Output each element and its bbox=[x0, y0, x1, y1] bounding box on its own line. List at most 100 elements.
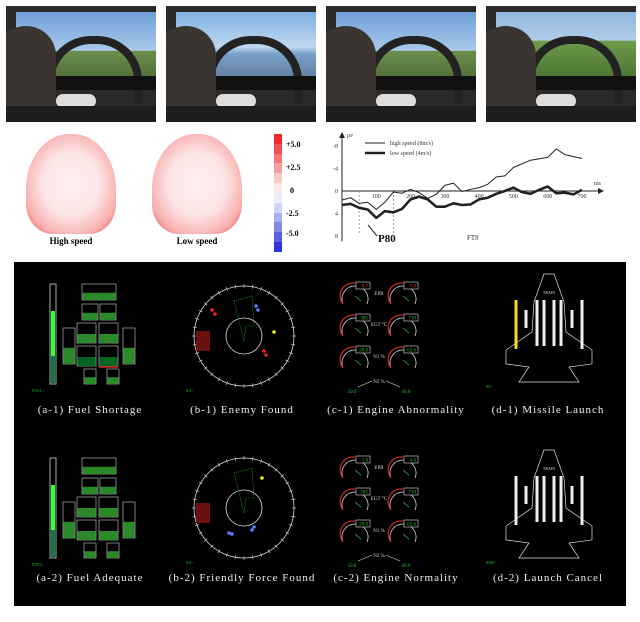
gauge-redline bbox=[339, 314, 356, 337]
missile-store bbox=[514, 476, 518, 525]
y-axis-arrow bbox=[339, 132, 345, 138]
n2-leader bbox=[357, 554, 373, 562]
radar-tick bbox=[198, 531, 203, 535]
fuel-tank-fill bbox=[77, 334, 96, 343]
radar-tick bbox=[217, 549, 221, 554]
n2-label: N2 % bbox=[373, 554, 385, 559]
gauge-redline bbox=[339, 520, 356, 543]
mfd-panel: FUEL> SA> 8.7 7.0 385 710 20.0 62.6 EPR EGT °C N1 … bbox=[14, 262, 626, 606]
fuel-display: FUEL> bbox=[32, 457, 136, 567]
y-axis-label: μv bbox=[347, 133, 353, 139]
x-tick-label: 200 bbox=[406, 194, 415, 200]
gauge-readout-box bbox=[355, 519, 371, 528]
page-label: SA> bbox=[186, 560, 194, 565]
legend-label: high speed (8m/s) bbox=[390, 140, 433, 147]
gauge-readout: 20.0 bbox=[359, 523, 368, 528]
fuel-tank-fill bbox=[77, 508, 96, 517]
radar-tick bbox=[225, 381, 228, 385]
x-tick-label: 600 bbox=[543, 194, 552, 200]
threat-box bbox=[196, 331, 210, 351]
radar-tick bbox=[203, 538, 208, 542]
gauge-needle bbox=[354, 533, 362, 540]
radar-tick bbox=[280, 302, 285, 306]
contact-symbol bbox=[252, 525, 256, 529]
egt-label: EGT °C bbox=[371, 497, 388, 502]
radar-tick bbox=[203, 302, 208, 306]
radar-display: SA> bbox=[186, 284, 296, 393]
colorbar-tick: 0 bbox=[290, 186, 294, 195]
colorbar-step bbox=[274, 163, 282, 174]
radar-tick bbox=[234, 284, 236, 289]
photo-participant-1 bbox=[6, 6, 156, 122]
contact-symbol bbox=[210, 308, 214, 312]
gauge-dial bbox=[341, 491, 369, 511]
colorbar-step bbox=[274, 153, 282, 164]
fuel-tank-fill bbox=[63, 521, 75, 538]
colorbar-tick: -5.0 bbox=[286, 229, 299, 238]
x-tick-label: 100 bbox=[372, 194, 381, 200]
fuel-tank-fill bbox=[63, 347, 75, 364]
gauge-needle bbox=[402, 327, 410, 334]
radar-tick bbox=[203, 366, 208, 370]
contact-symbol bbox=[250, 528, 254, 532]
missile-store bbox=[535, 476, 539, 522]
x-axis-label: ms bbox=[594, 181, 602, 187]
gauge-redline bbox=[339, 456, 356, 479]
fuel-tank-fill bbox=[100, 312, 116, 320]
radar-tick bbox=[252, 555, 254, 560]
radar-tick bbox=[285, 359, 290, 363]
contact-symbol bbox=[272, 330, 276, 334]
topomap-low-speed bbox=[152, 134, 242, 234]
gauge-readout: 710 bbox=[409, 491, 417, 496]
peak-annotation: P80 bbox=[378, 233, 396, 245]
radar-tick bbox=[267, 377, 271, 382]
contact-symbol bbox=[230, 532, 234, 536]
colorbar-tick: +2.5 bbox=[286, 163, 301, 172]
gauge-readout-box bbox=[403, 487, 419, 496]
fuel-tank-fill bbox=[123, 521, 135, 538]
colorbar bbox=[274, 134, 282, 252]
contact-symbol bbox=[254, 304, 258, 308]
radar-tick bbox=[274, 544, 278, 549]
radar-tick bbox=[291, 516, 296, 518]
missile-store bbox=[535, 300, 539, 346]
fuel-display: FUEL> bbox=[32, 283, 136, 393]
radar-tick bbox=[192, 326, 197, 328]
gauge-dial bbox=[341, 317, 369, 337]
fuel-tank-fill bbox=[99, 357, 118, 366]
gauge-redline bbox=[387, 282, 404, 305]
radar-tick bbox=[234, 456, 236, 461]
radar-tick bbox=[210, 467, 214, 472]
missile-store bbox=[524, 486, 528, 504]
gauge-dial bbox=[389, 523, 417, 543]
mode-label: TRAIN bbox=[543, 466, 555, 471]
fuel-tank-fill bbox=[77, 531, 96, 540]
panel-caption: (d-2) Launch Cancel bbox=[492, 572, 603, 584]
radar-tick bbox=[252, 284, 254, 289]
x-axis-arrow bbox=[598, 188, 604, 194]
n2-right-value: 40.0 bbox=[402, 390, 411, 395]
fuel-tank-fill bbox=[99, 334, 118, 343]
colorbar-step bbox=[274, 143, 282, 154]
gauge-redline bbox=[387, 456, 404, 479]
stores-display: TRAIN SS> bbox=[486, 273, 593, 389]
gauge-readout-box bbox=[403, 345, 419, 354]
panel-caption: (b-2) Friendly Force Found bbox=[168, 572, 316, 584]
gauge-redline bbox=[339, 488, 356, 511]
panel-caption: (d-1) Missile Launch bbox=[491, 404, 605, 416]
missile-store bbox=[542, 476, 546, 522]
n2-left-value: 50.0 bbox=[348, 390, 357, 395]
engine-display: 8.7 7.0 385 710 20.0 62.6 EPR EGT °C N1 % N2 % 50.… bbox=[339, 281, 419, 395]
radar-tick bbox=[195, 489, 199, 492]
contact-symbol bbox=[260, 476, 264, 480]
fuel-tank-fill bbox=[84, 377, 96, 384]
radar-tick bbox=[225, 553, 228, 557]
y-tick-label: 8 bbox=[335, 234, 338, 240]
radar-tick bbox=[260, 459, 263, 463]
missile-store bbox=[559, 476, 563, 522]
gauge-readout-box bbox=[355, 455, 371, 464]
gauge-needle bbox=[402, 533, 410, 540]
gauge-dial bbox=[389, 285, 417, 305]
fuel-level bbox=[51, 485, 55, 530]
erp-chart: μv ms -8 -4 0 4 8 100 200 300 400 500 600 700 high spe… bbox=[333, 132, 604, 245]
